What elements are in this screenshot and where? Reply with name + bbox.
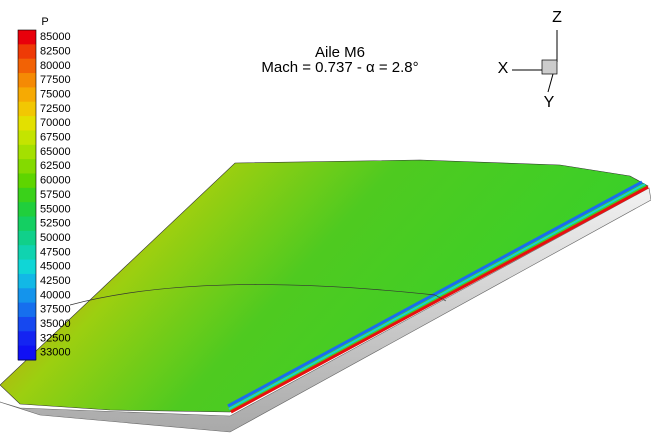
legend-label: 37500 (40, 304, 71, 316)
legend-swatch (18, 159, 36, 174)
legend-label: 32500 (40, 332, 71, 344)
legend-label: 40000 (40, 289, 71, 301)
legend-swatch (18, 302, 36, 318)
legend-label: 47500 (40, 246, 71, 258)
leading-edge-red (230, 185, 649, 414)
legend-swatch (18, 101, 36, 117)
legend-label: 72500 (40, 103, 71, 115)
wing-kink-line (434, 294, 447, 302)
axis-label: Z (552, 9, 562, 26)
axis-label: Y (544, 94, 555, 111)
legend-title: P (41, 16, 48, 28)
legend-label: 82500 (40, 45, 71, 57)
legend-swatch (18, 316, 36, 332)
axis-label: X (498, 60, 509, 77)
legend-frame (17, 29, 37, 361)
legend-swatch (18, 230, 36, 246)
legend-swatch (18, 116, 36, 131)
legend-label: 55000 (40, 203, 71, 215)
axis-box (541, 59, 558, 75)
legend-label: 52500 (40, 218, 71, 230)
wing-lower-surface (0, 187, 651, 433)
legend-swatch (18, 288, 36, 304)
y-axis (547, 73, 554, 93)
legend-label: 77500 (40, 74, 71, 86)
legend-swatch (18, 259, 36, 275)
legend-label: 33000 (40, 347, 71, 359)
legend-label: 65000 (40, 146, 71, 158)
legend-label: 85000 (40, 31, 71, 43)
legend-label: 67500 (40, 132, 71, 144)
legend-label: 75000 (40, 88, 71, 100)
title-line: Mach = 0.737 - α = 2.8° (261, 59, 418, 76)
legend-label: 45000 (40, 261, 71, 273)
legend-label: 57500 (40, 189, 71, 201)
legend: 85000 82500 80000 77500 75000 72500 70000 67500… (17, 29, 71, 361)
legend-swatch (18, 331, 36, 347)
legend-swatch (18, 87, 36, 103)
leading-edge-blue (227, 180, 643, 408)
legend-swatch (18, 73, 36, 88)
legend-label: 42500 (40, 275, 71, 287)
legend-swatch (18, 58, 36, 74)
legend-swatch (18, 187, 36, 203)
legend-swatch (18, 216, 36, 232)
legend-label: 35000 (40, 318, 71, 330)
leading-edge-cyan (228, 183, 646, 410)
legend-label: 80000 (40, 60, 71, 72)
wing-section-line (69, 284, 436, 306)
legend-swatch (18, 173, 36, 189)
legend-swatch (18, 345, 36, 361)
legend-swatch (18, 144, 36, 160)
legend-swatch (18, 245, 36, 261)
legend-swatch (18, 130, 36, 146)
legend-label: 62500 (40, 160, 71, 172)
title-line: Aile M6 (315, 44, 365, 61)
legend-swatch (18, 273, 36, 289)
legend-label: 60000 (40, 175, 71, 187)
legend-label: 70000 (40, 117, 71, 129)
legend-swatch (18, 44, 36, 60)
legend-swatch (18, 202, 36, 218)
legend-label: 50000 (40, 232, 71, 244)
legend-swatch (18, 30, 36, 45)
